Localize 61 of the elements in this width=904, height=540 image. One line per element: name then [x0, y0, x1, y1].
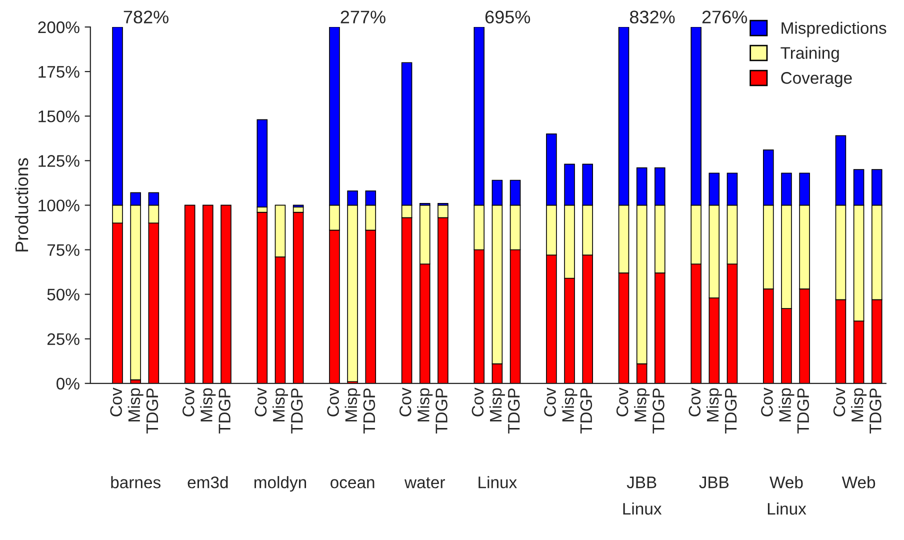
x-tick-label: TDGP: [363, 388, 376, 434]
x-tick-label: Cov: [254, 388, 267, 416]
y-tick-label: 75%: [47, 244, 80, 256]
text: ocean: [330, 479, 374, 488]
x-tick-label: TDGP: [436, 388, 448, 434]
text: em3d: [188, 476, 228, 488]
text: moldyn: [254, 476, 306, 492]
x-tick-label: Cov: [327, 388, 339, 416]
y-tick-label: 25%: [47, 333, 80, 346]
x-tick-label: Cov: [110, 388, 122, 416]
x-tick-label: TDGP: [652, 388, 664, 434]
legend-label: Mispredictions: [782, 22, 886, 38]
x-tick-label: Misp: [272, 388, 288, 422]
text: Web: [842, 476, 876, 488]
text: JBB: [699, 476, 729, 488]
text: water: [404, 477, 445, 488]
x-tick-label: Misp: [489, 388, 505, 422]
text: barnes: [111, 476, 160, 488]
x-tick-label: TDGP: [508, 388, 520, 434]
x-tick-label: Misp: [417, 388, 433, 422]
x-tick-label: TDGP: [797, 388, 810, 434]
text: 277%: [340, 10, 386, 24]
y-tick-label: 50%: [47, 288, 80, 301]
text: 276%: [702, 10, 748, 24]
x-tick-label: TDGP: [870, 388, 882, 434]
x-tick-label: TDGP: [724, 388, 737, 434]
y-tick-label: 100%: [38, 200, 80, 212]
x-tick-label: Misp: [128, 388, 144, 422]
x-tick-label: Misp: [344, 388, 360, 422]
y-tick-label: 125%: [38, 155, 80, 167]
text: JBB Linux: [623, 476, 662, 515]
legend-label: Training: [780, 46, 839, 62]
x-tick-label: Misp: [200, 388, 216, 422]
x-tick-label: Misp: [706, 388, 722, 422]
x-tick-label: Cov: [833, 388, 846, 416]
x-tick-label: Cov: [616, 388, 628, 416]
text: 782%: [124, 10, 168, 24]
y-tick-label: 150%: [38, 110, 80, 122]
x-tick-label: Cov: [761, 388, 773, 416]
x-tick-label: Cov: [399, 388, 412, 416]
x-tick-label: Cov: [182, 388, 194, 416]
legend-label: Coverage: [781, 72, 852, 88]
y-tick-label: 175%: [38, 66, 80, 78]
x-tick-label: Misp: [562, 388, 578, 422]
x-tick-label: TDGP: [146, 388, 158, 434]
text: 695%: [485, 10, 530, 24]
text: Linux: [478, 476, 517, 488]
x-tick-label: TDGP: [218, 388, 230, 434]
text: Web Linux: [768, 476, 806, 515]
x-tick-label: Misp: [851, 388, 867, 422]
x-tick-label: Misp: [778, 388, 794, 422]
x-tick-label: Cov: [472, 388, 484, 416]
y-axis-title: Productions: [14, 158, 28, 252]
x-tick-label: Misp: [634, 388, 650, 422]
text: 832%: [630, 10, 675, 24]
y-tick-label: 200%: [38, 21, 80, 34]
x-tick-label: TDGP: [580, 388, 592, 434]
x-tick-label: Cov: [688, 388, 701, 416]
x-tick-label: TDGP: [290, 388, 303, 434]
x-tick-label: Cov: [544, 388, 556, 416]
y-tick-label: 0%: [56, 378, 80, 390]
